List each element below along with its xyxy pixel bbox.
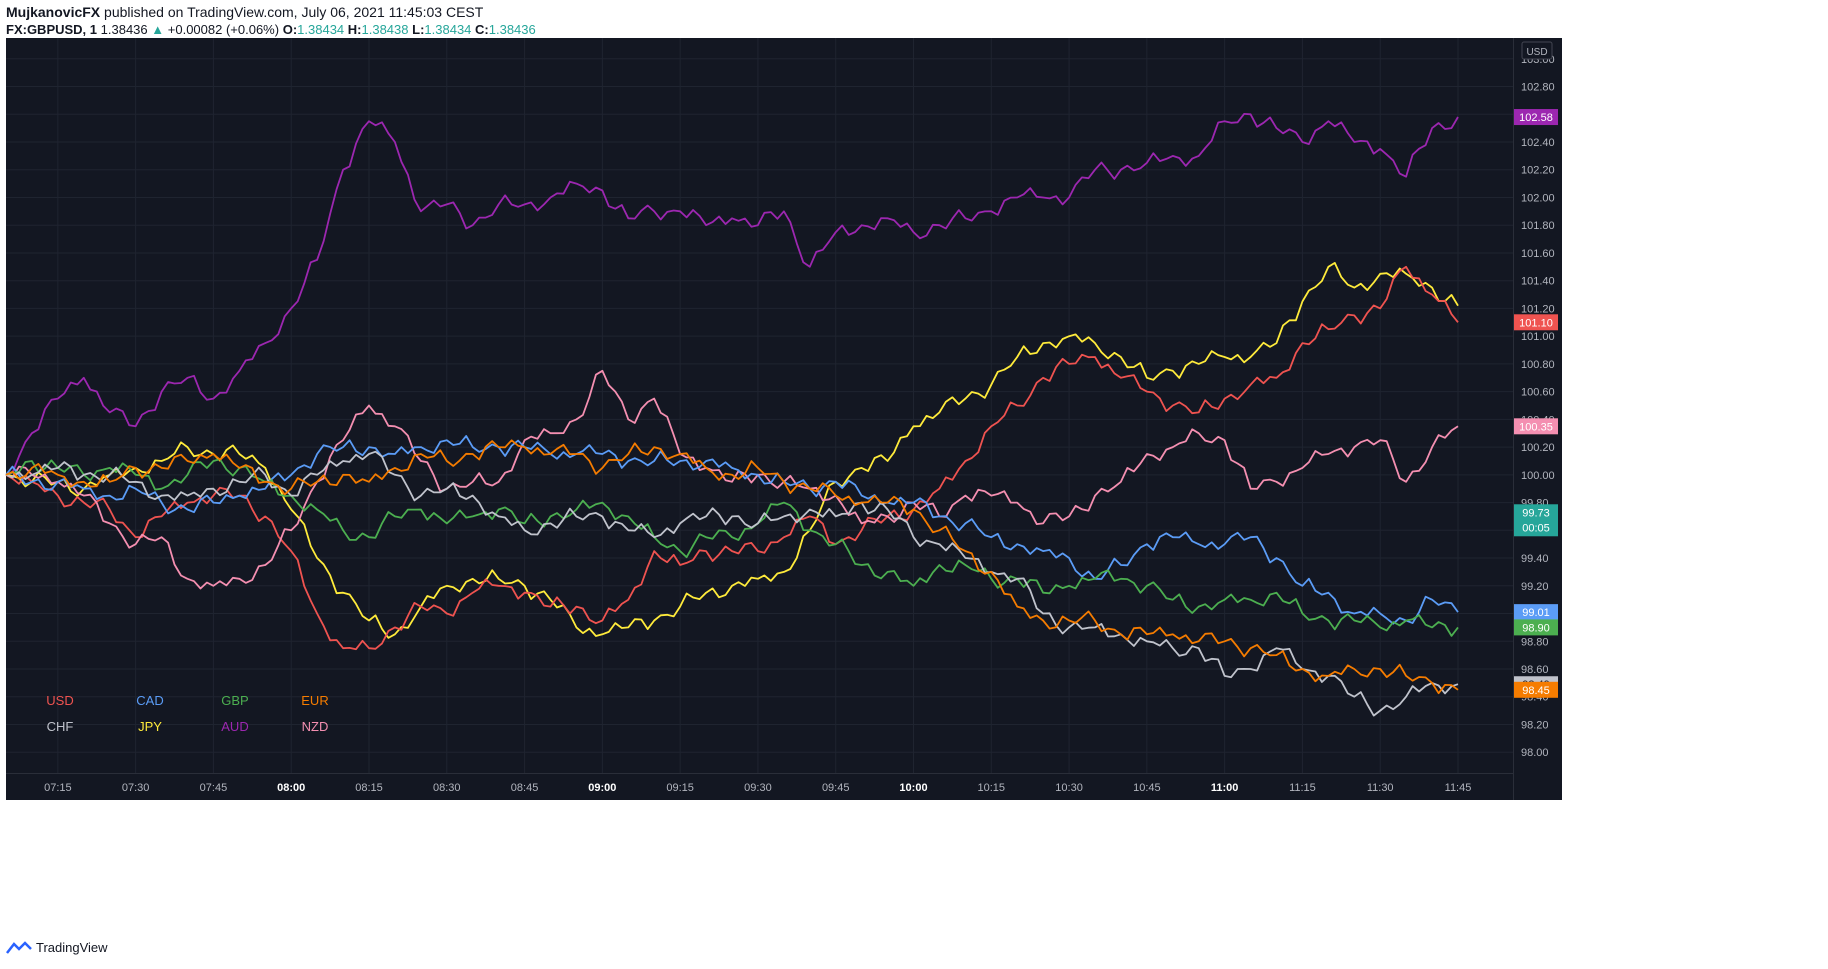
- y-tick-label: 101.40: [1521, 276, 1555, 288]
- close-label: C:: [475, 22, 489, 37]
- legend-item-gbp[interactable]: GBP: [221, 693, 248, 708]
- currency-box: [1521, 41, 1553, 60]
- legend-item-nzd[interactable]: NZD: [302, 719, 329, 734]
- publish-info: MujkanovicFX published on TradingView.co…: [6, 4, 483, 20]
- open-value: 1.38434: [297, 22, 345, 37]
- symbol-legend: FX:GBPUSD, 1 1.38436 ▲ +0.00082 (+0.06%)…: [6, 22, 536, 37]
- last-value-badge-gbp: [1514, 619, 1558, 636]
- series-line-cad[interactable]: [5, 435, 1459, 625]
- legend-item-cad[interactable]: CAD: [136, 693, 163, 708]
- legend-item-aud[interactable]: AUD: [221, 719, 248, 734]
- x-tick-label: 07:15: [44, 782, 72, 794]
- x-tick-label: 09:15: [666, 782, 694, 794]
- last-value-text: 98.45: [1522, 685, 1550, 697]
- x-tick-label: 09:30: [744, 782, 772, 794]
- last-value-text: 99.01: [1522, 607, 1550, 619]
- currency-label: USD: [1526, 47, 1547, 58]
- x-tick-label: 11:45: [1445, 782, 1472, 794]
- last-value-text: 98.90: [1522, 622, 1550, 634]
- series-line-aud[interactable]: [5, 113, 1459, 476]
- legend-item-usd[interactable]: USD: [46, 693, 73, 708]
- low-label: L:: [412, 22, 425, 37]
- x-tick-label: 08:30: [433, 782, 461, 794]
- open-label: O:: [282, 22, 298, 37]
- y-tick-label: 98.60: [1521, 664, 1549, 676]
- y-tick-label: 101.00: [1521, 331, 1555, 343]
- price-change: +0.00082 (+0.06%): [167, 22, 280, 37]
- y-tick-label: 101.60: [1521, 248, 1555, 260]
- last-value-badge-eur: [1514, 681, 1558, 698]
- y-tick-label: 98.80: [1521, 636, 1549, 648]
- y-tick-label: 99.20: [1521, 581, 1549, 593]
- tradingview-logo-icon: [6, 940, 32, 954]
- last-value-badge-nzd: [1514, 418, 1558, 435]
- last-value-badge-cad: [1514, 604, 1558, 621]
- high-label: H:: [347, 22, 362, 37]
- y-tick-label: 100.80: [1521, 359, 1555, 371]
- y-tick-label: 102.00: [1521, 192, 1555, 204]
- x-tick-label: 10:00: [899, 782, 927, 794]
- countdown-text: 00:05: [1522, 522, 1550, 534]
- close-value: 1.38436: [488, 22, 536, 37]
- x-tick-label: 11:15: [1289, 782, 1316, 794]
- x-tick-label: 09:45: [822, 782, 850, 794]
- price-countdown-badge: [1514, 504, 1558, 537]
- high-value: 1.38438: [361, 22, 409, 37]
- change-up-icon: ▲: [151, 22, 165, 37]
- x-tick-label: 11:00: [1211, 782, 1239, 794]
- x-tick-label: 08:00: [277, 782, 305, 794]
- x-tick-label: 07:45: [200, 782, 228, 794]
- y-tick-label: 100.00: [1521, 470, 1555, 482]
- last-value-badge-usd: [1514, 314, 1558, 331]
- x-tick-label: 11:30: [1367, 782, 1394, 794]
- time-axis-border: [6, 773, 1513, 774]
- price-axis-border: [1513, 38, 1514, 800]
- series-line-chf[interactable]: [5, 450, 1459, 717]
- symbol-name[interactable]: FX:GBPUSD, 1: [6, 22, 98, 37]
- last-price: 1.38436: [100, 22, 148, 37]
- y-tick-label: 99.40: [1521, 553, 1549, 565]
- publish-text: published on TradingView.com, July 06, 2…: [104, 4, 484, 20]
- x-tick-label: 10:45: [1133, 782, 1161, 794]
- y-tick-label: 102.80: [1521, 82, 1555, 94]
- y-tick-label: 102.20: [1521, 165, 1555, 177]
- x-tick-label: 08:45: [511, 782, 539, 794]
- series-line-jpy[interactable]: [5, 261, 1459, 639]
- brand-name: TradingView: [36, 940, 108, 955]
- y-tick-label: 102.40: [1521, 137, 1555, 149]
- legend-item-chf[interactable]: CHF: [47, 719, 74, 734]
- last-value-text: 101.10: [1519, 317, 1553, 329]
- y-tick-label: 101.20: [1521, 303, 1555, 315]
- series-line-eur[interactable]: [5, 439, 1459, 695]
- x-tick-label: 09:00: [588, 782, 616, 794]
- series-line-usd[interactable]: [5, 265, 1459, 651]
- series-line-nzd[interactable]: [5, 369, 1459, 590]
- legend-item-eur[interactable]: EUR: [301, 693, 328, 708]
- tradingview-footer[interactable]: TradingView: [6, 940, 108, 955]
- author-name[interactable]: MujkanovicFX: [6, 4, 101, 20]
- low-value: 1.38434: [424, 22, 472, 37]
- x-tick-label: 08:15: [355, 782, 383, 794]
- current-price-text: 99.73: [1522, 507, 1550, 519]
- last-value-text: 102.58: [1519, 112, 1553, 124]
- y-tick-label: 98.20: [1521, 719, 1549, 731]
- series-line-gbp[interactable]: [5, 458, 1459, 637]
- legend-item-jpy[interactable]: JPY: [138, 719, 162, 734]
- x-tick-label: 10:30: [1055, 782, 1083, 794]
- x-tick-label: 10:15: [978, 782, 1006, 794]
- y-tick-label: 100.20: [1521, 442, 1555, 454]
- last-value-badge-aud: [1514, 109, 1558, 126]
- y-tick-label: 98.00: [1521, 747, 1549, 759]
- y-tick-label: 101.80: [1521, 220, 1555, 232]
- x-tick-label: 07:30: [122, 782, 150, 794]
- last-value-text: 100.35: [1519, 421, 1553, 433]
- y-tick-label: 100.60: [1521, 387, 1555, 399]
- series-group: [5, 113, 1459, 717]
